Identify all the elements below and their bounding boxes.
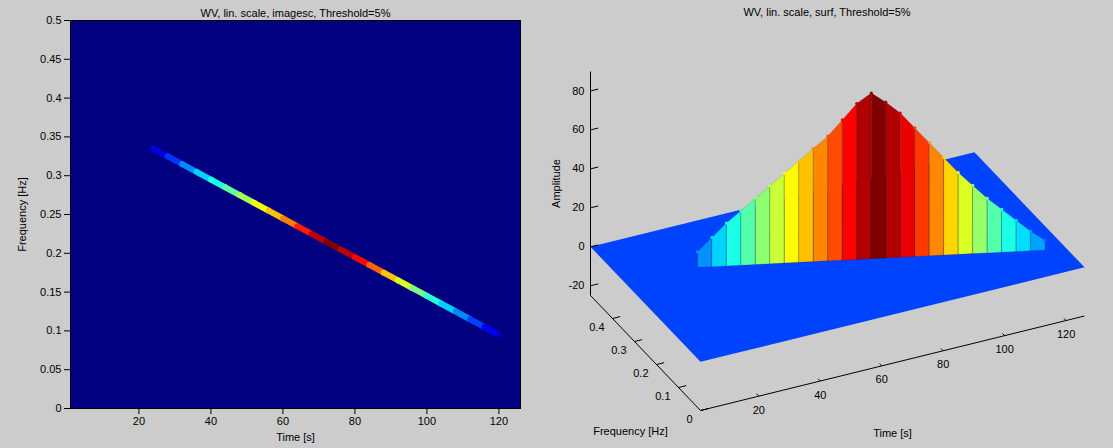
svg-text:40: 40 <box>572 162 584 174</box>
svg-text:40: 40 <box>814 389 826 401</box>
svg-text:0.35: 0.35 <box>40 130 61 142</box>
svg-text:Time [s]: Time [s] <box>276 431 315 443</box>
svg-text:0.4: 0.4 <box>589 321 604 333</box>
svg-text:-20: -20 <box>569 279 585 291</box>
svg-text:Frequency [Hz]: Frequency [Hz] <box>16 177 28 252</box>
svg-text:60: 60 <box>277 415 289 427</box>
svg-text:100: 100 <box>995 343 1013 355</box>
svg-text:0.2: 0.2 <box>46 247 61 259</box>
svg-text:0.05: 0.05 <box>40 363 61 375</box>
svg-text:0: 0 <box>686 413 692 425</box>
svg-text:20: 20 <box>133 415 145 427</box>
svg-text:Time [s]: Time [s] <box>873 427 912 439</box>
svg-text:20: 20 <box>753 404 765 416</box>
svg-text:0.25: 0.25 <box>40 208 61 220</box>
svg-text:120: 120 <box>1057 328 1075 340</box>
svg-text:0.1: 0.1 <box>655 390 670 402</box>
svg-text:120: 120 <box>490 415 508 427</box>
svg-text:80: 80 <box>349 415 361 427</box>
svg-text:WV, lin. scale, surf, Threshol: WV, lin. scale, surf, Threshold=5% <box>743 6 910 18</box>
svg-text:0.1: 0.1 <box>46 324 61 336</box>
svg-text:80: 80 <box>572 84 584 96</box>
svg-text:60: 60 <box>572 123 584 135</box>
svg-text:0.15: 0.15 <box>40 286 61 298</box>
svg-text:0.3: 0.3 <box>611 344 626 356</box>
svg-text:0: 0 <box>578 240 584 252</box>
svg-text:80: 80 <box>937 358 949 370</box>
svg-text:0.4: 0.4 <box>46 92 61 104</box>
svg-text:0.3: 0.3 <box>46 169 61 181</box>
svg-text:0.2: 0.2 <box>633 367 648 379</box>
svg-text:100: 100 <box>418 415 436 427</box>
svg-text:60: 60 <box>876 373 888 385</box>
svg-text:0.5: 0.5 <box>46 14 61 26</box>
svg-text:Frequency [Hz]: Frequency [Hz] <box>593 425 668 437</box>
svg-text:20: 20 <box>572 201 584 213</box>
svg-text:WV, lin. scale, imagesc, Thres: WV, lin. scale, imagesc, Threshold=5% <box>201 7 391 19</box>
svg-text:Amplitude: Amplitude <box>550 159 562 208</box>
svg-text:40: 40 <box>205 415 217 427</box>
svg-text:0.45: 0.45 <box>40 53 61 65</box>
svg-text:0: 0 <box>55 402 61 414</box>
